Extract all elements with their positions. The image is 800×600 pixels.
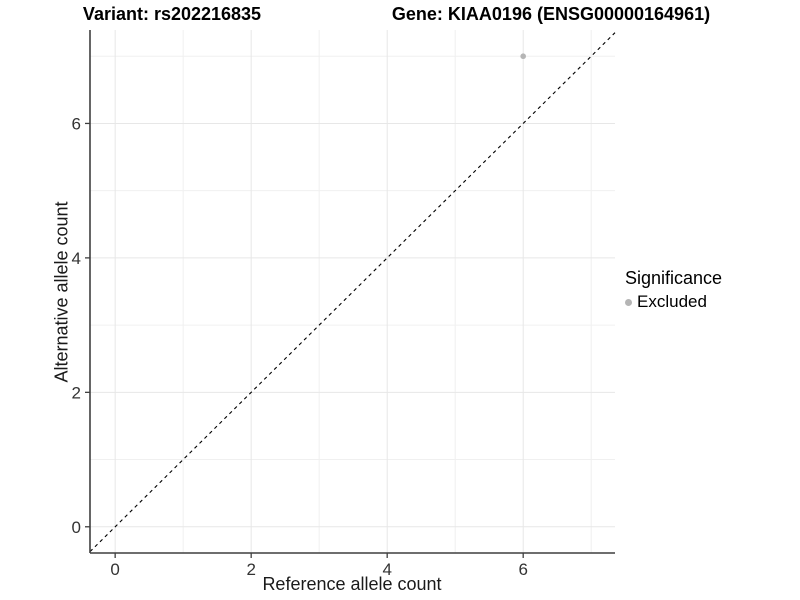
legend: Significance Excluded (625, 268, 722, 312)
y-tick-label: 4 (72, 249, 81, 268)
legend-item-excluded: Excluded (625, 292, 722, 312)
y-tick-label: 0 (72, 518, 81, 537)
y-tick-label: 6 (72, 114, 81, 133)
y-axis-label: Alternative allele count (51, 201, 72, 383)
x-tick-label: 4 (382, 560, 391, 579)
x-tick-label: 0 (110, 560, 119, 579)
plot-title-gene: Gene: KIAA0196 (ENSG00000164961) (391, 4, 711, 24)
data-point-excluded (520, 53, 526, 60)
x-tick-label: 2 (246, 560, 255, 579)
y-tick-label: 2 (72, 383, 81, 402)
legend-title: Significance (625, 268, 723, 288)
plot-title-variant: Variant: rs202216835 (82, 4, 262, 24)
legend-item-label: Excluded (637, 292, 707, 311)
x-tick-label: 6 (518, 560, 527, 579)
x-axis-label: Reference allele count (262, 574, 442, 594)
identity-reference-line (89, 32, 616, 553)
legend-point-icon (625, 298, 632, 306)
